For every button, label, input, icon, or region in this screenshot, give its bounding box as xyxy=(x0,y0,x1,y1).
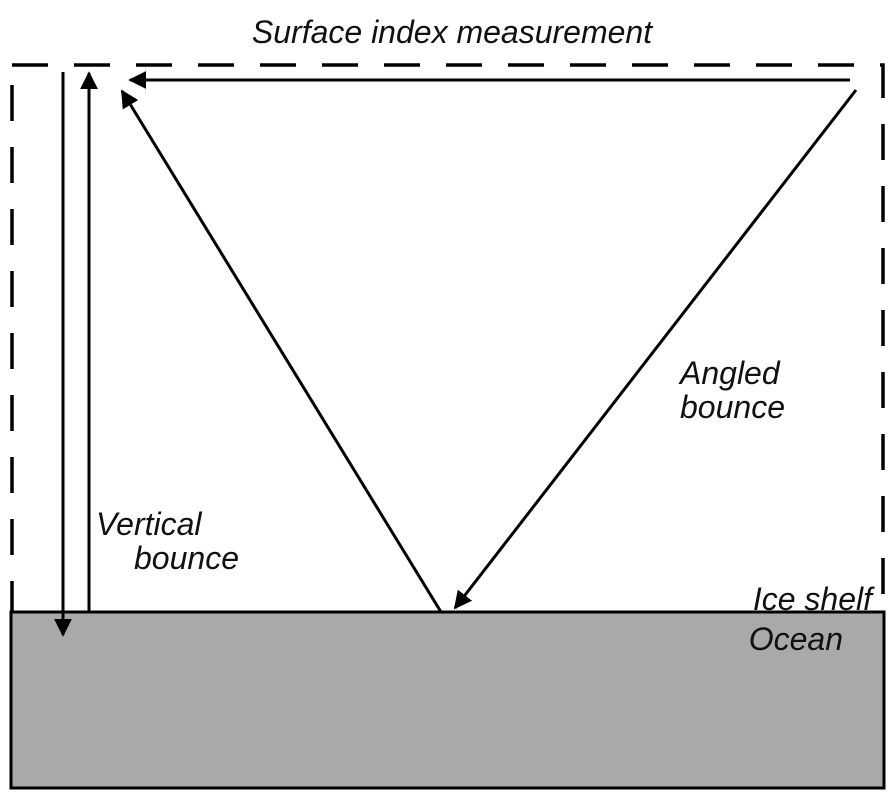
ice-shelf-label: Ice shelf xyxy=(753,581,875,617)
vertical-bounce-label-line2: bounce xyxy=(134,540,239,576)
angled-down-arrow xyxy=(453,89,858,610)
vertical-bounce-label-line1: Vertical xyxy=(96,506,202,542)
title-label: Surface index measurement xyxy=(252,14,653,50)
ocean-block xyxy=(9,610,886,790)
angled-bounce-label-line2: bounce xyxy=(680,389,785,425)
ocean-label: Ocean xyxy=(749,621,843,657)
ice-shelf-boundary xyxy=(10,63,885,619)
angled-up-arrow xyxy=(120,89,443,613)
angled-bounce-label-line1: Angled xyxy=(678,355,781,391)
